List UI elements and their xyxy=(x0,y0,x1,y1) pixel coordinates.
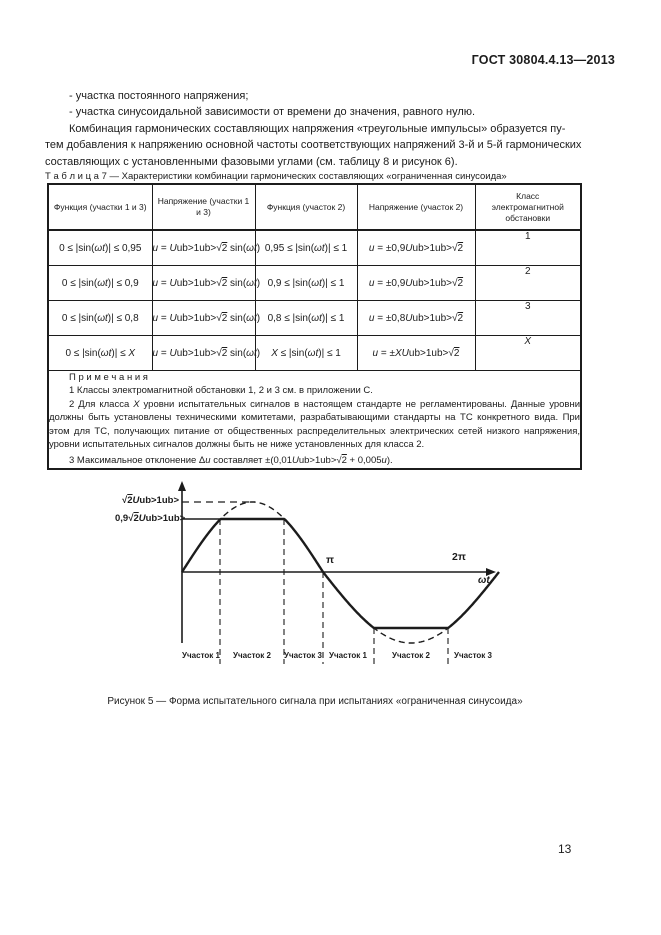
col-header-function-13: Функция (участки 1 и 3) xyxy=(47,183,153,231)
function-2-cell: 0,9 ≤ |sin(ωt)| ≤ 1 xyxy=(254,265,358,301)
sine-signal xyxy=(180,517,500,630)
table-row: 0 ≤ |sin(ωt)| ≤ 0,95 u = Uub>1ub>√2 sin(… xyxy=(47,229,582,266)
col-header-voltage-13: Напряжение (участки 1 и 3) xyxy=(151,183,256,231)
y-label-clip: 0,9√2Uub>1ub> xyxy=(115,513,186,524)
class-cell: 3 xyxy=(474,300,582,336)
class-cell: X xyxy=(474,335,582,371)
body-line: - участка синусоидальной зависимости от … xyxy=(69,106,476,119)
voltage-2-cell: u = ±XUub>1ub>√2 xyxy=(356,335,476,371)
table-row: 0 ≤ |sin(ωt)| ≤ 0,9 u = Uub>1ub>√2 sin(ω… xyxy=(47,265,582,301)
table-7: Функция (участки 1 и 3) Напряжение (учас… xyxy=(47,183,582,470)
note-2: 2 Для класса X уровни испытательных сигн… xyxy=(49,398,581,451)
function-13-cell: 0 ≤ |sin(ωt)| ≤ X xyxy=(47,335,153,371)
figure-5: √2Uub>1ub> 0,9√2Uub>1ub> π 2π ωt Участок… xyxy=(115,478,545,693)
voltage-13-cell: u = Uub>1ub>√2 sin(ωt) xyxy=(151,265,260,301)
x-axis-label: ωt xyxy=(478,575,490,586)
y-axis-arrow-icon xyxy=(178,481,186,491)
y-label-peak: √2Uub>1ub> xyxy=(122,495,179,506)
body-line: - участка постоянного напряжения; xyxy=(69,90,249,102)
table-header-row: Функция (участки 1 и 3) Напряжение (учас… xyxy=(47,183,582,231)
voltage-13-cell: u = Uub>1ub>√2 sin(ωt) xyxy=(151,335,260,371)
body-line: Комбинация гармонических составляющих на… xyxy=(69,122,566,135)
doc-code: ГОСТ 30804.4.13—2013 xyxy=(471,53,615,67)
body-line: составляющих с установленными фазовыми у… xyxy=(45,155,458,168)
note-1: 1 Классы электромагнитной обстановки 1, … xyxy=(69,385,373,397)
function-2-cell: X ≤ |sin(ωt)| ≤ 1 xyxy=(254,335,358,371)
class-cell: 2 xyxy=(474,265,582,301)
function-13-cell: 0 ≤ |sin(ωt)| ≤ 0,95 xyxy=(47,229,153,266)
voltage-2-cell: u = ±0,8Uub>1ub>√2 xyxy=(356,300,476,336)
table-row: 0 ≤ |sin(ωt)| ≤ 0,8 u = Uub>1ub>√2 sin(ω… xyxy=(47,300,582,336)
body-text: - участка постоянного напряжения; - учас… xyxy=(45,88,617,170)
voltage-13-cell: u = Uub>1ub>√2 sin(ωt) xyxy=(151,229,260,266)
col-header-function-2: Функция (участок 2) xyxy=(254,183,358,231)
notes-title: П р и м е ч а н и я xyxy=(69,372,148,383)
x-tick-2pi: 2π xyxy=(452,551,466,563)
class-cell: 1 xyxy=(474,229,582,266)
notes-cell: П р и м е ч а н и я 1 Классы электромагн… xyxy=(47,369,582,470)
col-header-voltage-2: Напряжение (участок 2) xyxy=(356,183,476,231)
table-notes-row: П р и м е ч а н и я 1 Классы электромагн… xyxy=(47,369,582,470)
function-2-cell: 0,8 ≤ |sin(ωt)| ≤ 1 xyxy=(254,300,358,336)
section-label: Участок 3 xyxy=(284,651,322,660)
section-label: Участок 3 xyxy=(454,651,492,660)
section-label: Участок 1 xyxy=(182,651,220,660)
table-row: 0 ≤ |sin(ωt)| ≤ X u = Uub>1ub>√2 sin(ωt)… xyxy=(47,335,582,371)
figure-caption: Рисунок 5 — Форма испытательного сигнала… xyxy=(107,696,523,707)
voltage-13-cell: u = Uub>1ub>√2 sin(ωt) xyxy=(151,300,260,336)
body-line: тем добавления к напряжению основной час… xyxy=(45,139,582,152)
function-2-cell: 0,95 ≤ |sin(ωt)| ≤ 1 xyxy=(254,229,358,266)
section-label: Участок 2 xyxy=(233,651,271,660)
section-label: Участок 2 xyxy=(392,651,430,660)
function-13-cell: 0 ≤ |sin(ωt)| ≤ 0,8 xyxy=(47,300,153,336)
function-13-cell: 0 ≤ |sin(ωt)| ≤ 0,9 xyxy=(47,265,153,301)
note-3: 3 Максимальное отклонение Δu составляет … xyxy=(69,455,393,467)
section-label: Участок 1 xyxy=(329,651,367,660)
x-tick-pi: π xyxy=(326,554,335,566)
table-caption: Т а б л и ц а 7 — Характеристики комбина… xyxy=(45,171,507,182)
col-header-class: Класс электромагнитной обстановки xyxy=(474,183,582,231)
page-number: 13 xyxy=(558,842,572,856)
waveform-plot xyxy=(178,481,500,664)
voltage-2-cell: u = ±0,9Uub>1ub>√2 xyxy=(356,229,476,266)
voltage-2-cell: u = ±0,9Uub>1ub>√2 xyxy=(356,265,476,301)
x-axis-arrow-icon xyxy=(486,568,496,576)
